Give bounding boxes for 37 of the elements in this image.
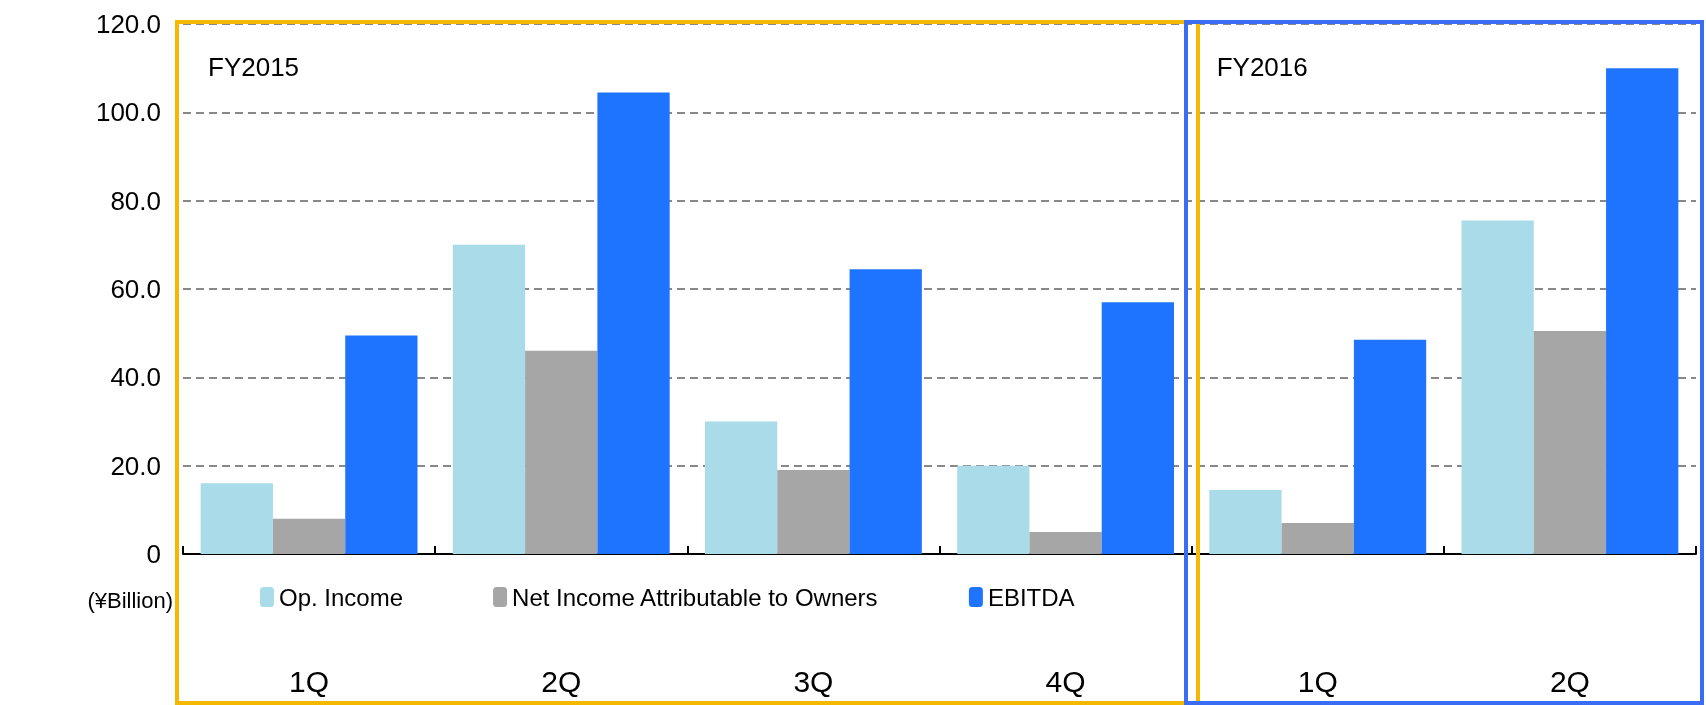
bar: [200, 483, 273, 554]
y-tick-label: 80.0: [110, 185, 161, 216]
y-tick-label: 60.0: [110, 274, 161, 304]
bar: [777, 470, 850, 554]
bar: [597, 92, 670, 554]
x-tick-label: 1Q: [289, 664, 330, 698]
x-tick-label: 4Q: [1045, 664, 1086, 698]
annotation: FY2015: [208, 52, 300, 83]
x-tick-label: 3Q: [793, 664, 834, 698]
y-tick-label: 20.0: [110, 450, 161, 481]
x-tick-label: 2Q: [541, 664, 582, 698]
x-tick-label: 2Q: [1549, 664, 1590, 698]
y-tick-label: 0: [146, 539, 161, 569]
legend-label: EBITDA: [987, 583, 1075, 611]
bar: [1461, 220, 1534, 554]
bar: [1209, 489, 1282, 554]
bar: [1101, 302, 1175, 554]
bar: [272, 518, 346, 554]
annotation: FY2016: [1216, 52, 1308, 83]
legend-label: Op. Income: [279, 583, 404, 611]
bar: [1029, 531, 1102, 554]
bar: [1533, 330, 1607, 554]
y-tick-label: 100.0: [95, 97, 161, 128]
bar: [452, 244, 526, 554]
y-tick-label: 40.0: [110, 362, 161, 393]
bar: [525, 350, 598, 554]
y-axis-title: (¥Billion): [87, 587, 173, 613]
bar: [1281, 523, 1354, 554]
y-tick-label: 120.0: [95, 9, 161, 39]
bar: [957, 465, 1030, 554]
x-tick-label: 1Q: [1297, 664, 1338, 698]
bar: [1606, 68, 1679, 554]
bar: [345, 335, 418, 554]
bar: [849, 269, 922, 554]
bar: [1353, 339, 1427, 554]
legend-label: Net Income Attributable to Owners: [512, 583, 878, 611]
bar: [704, 421, 778, 554]
